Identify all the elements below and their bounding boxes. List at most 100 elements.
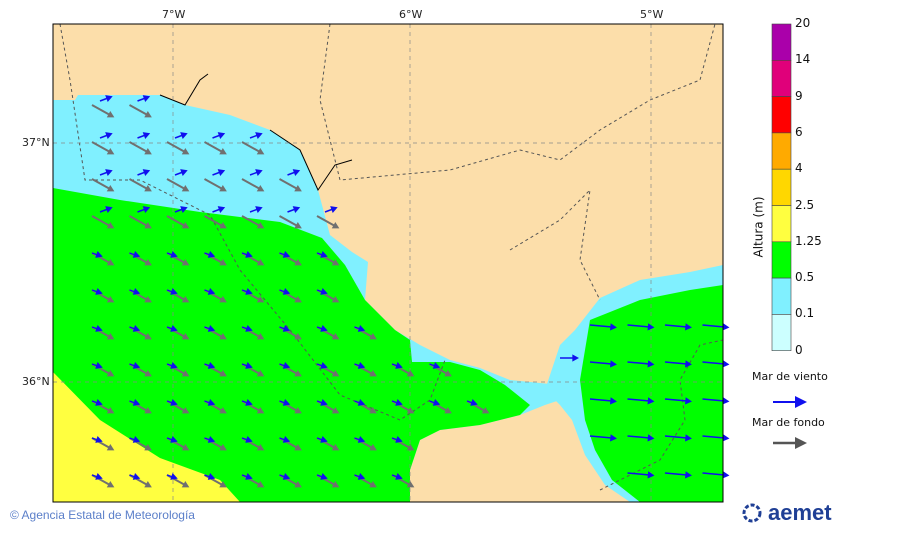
wind-sea-arrow bbox=[166, 251, 178, 258]
atlantic-sea-high bbox=[53, 372, 240, 502]
aemet-logo-icon bbox=[742, 503, 762, 523]
wind-sea-arrow bbox=[627, 434, 655, 442]
wind-sea-arrow bbox=[702, 360, 730, 368]
colorbar-segment bbox=[771, 314, 792, 351]
swell-arrow bbox=[129, 400, 152, 414]
swell-arrow bbox=[91, 289, 115, 303]
wind-sea-arrow bbox=[204, 436, 216, 443]
wind-sea-arrow bbox=[212, 206, 226, 213]
swell-arrow bbox=[391, 363, 415, 377]
swell-arrow bbox=[241, 437, 265, 451]
wind-sea-arrow bbox=[99, 132, 113, 139]
swell-arrow bbox=[204, 363, 227, 377]
wind-sea-arrow bbox=[166, 362, 178, 369]
swell-arrow bbox=[354, 437, 377, 451]
swell-arrow bbox=[166, 215, 190, 229]
swell-arrow bbox=[91, 252, 115, 266]
wind-sea-arrow bbox=[589, 360, 617, 368]
wind-sea-arrow bbox=[166, 399, 178, 406]
swell-arrow bbox=[166, 437, 190, 451]
swell-arrow bbox=[166, 400, 190, 414]
swell-arrow bbox=[391, 474, 415, 488]
colorbar-tick: 6 bbox=[795, 124, 803, 139]
wind-sea-arrow bbox=[91, 362, 103, 369]
swell-arrow bbox=[91, 363, 115, 377]
swell-arrow bbox=[204, 326, 227, 340]
swell-arrow bbox=[91, 215, 115, 229]
swell-arrow bbox=[91, 474, 115, 488]
wind-sea-arrow bbox=[316, 251, 328, 258]
wind-sea-arrow bbox=[589, 323, 617, 331]
swell-arrow bbox=[466, 400, 490, 414]
swell-arrow bbox=[279, 400, 302, 414]
wind-sea-arrow bbox=[664, 323, 692, 331]
wind-sea-arrow bbox=[91, 288, 103, 295]
swell-arrow bbox=[241, 326, 265, 340]
colorbar-segment bbox=[771, 132, 792, 170]
wind-sea-arrow bbox=[174, 206, 188, 213]
swell-arrow bbox=[279, 363, 302, 377]
wind-sea-arrow-icon bbox=[773, 396, 807, 408]
wind-sea-arrow bbox=[129, 251, 141, 258]
swell-arrow bbox=[204, 215, 227, 229]
wind-sea-arrow bbox=[249, 169, 263, 176]
swell-arrow bbox=[316, 289, 340, 303]
swell-arrow bbox=[204, 141, 227, 155]
swell-arrow bbox=[279, 437, 302, 451]
wind-sea-arrow bbox=[664, 434, 692, 442]
swell-arrow bbox=[279, 326, 302, 340]
wind-sea-arrow bbox=[204, 288, 216, 295]
swell-arrow bbox=[166, 178, 190, 192]
colorbar-title: Altura (m) bbox=[751, 196, 766, 258]
swell-arrow bbox=[166, 326, 190, 340]
wind-sea-arrow bbox=[287, 206, 301, 213]
wind-sea-arrow bbox=[391, 473, 403, 480]
swell-arrow bbox=[91, 178, 115, 192]
swell-arrow bbox=[129, 474, 152, 488]
wind-sea-arrow bbox=[166, 288, 178, 295]
swell-arrow bbox=[204, 289, 227, 303]
lat-label: 37°N bbox=[22, 136, 50, 149]
wind-sea-arrow bbox=[129, 436, 141, 443]
wind-sea-arrow bbox=[316, 288, 328, 295]
copyright: © Agencia Estatal de Meteorología bbox=[10, 508, 195, 522]
colorbar-segment bbox=[771, 59, 792, 97]
colorbar-segment bbox=[771, 277, 792, 315]
colorbar-tick: 4 bbox=[795, 161, 803, 176]
lon-label: 7°W bbox=[162, 8, 186, 21]
wind-sea-arrow bbox=[204, 362, 216, 369]
wind-sea-arrow bbox=[589, 434, 617, 442]
wind-sea-arrow bbox=[354, 325, 366, 332]
swell-arrow-icon bbox=[773, 437, 807, 449]
wind-sea-arrow bbox=[99, 206, 113, 213]
colorbar-tick: 0 bbox=[795, 342, 803, 357]
swell-arrow bbox=[129, 178, 152, 192]
colorbar-segment bbox=[771, 96, 792, 134]
wind-sea-arrow bbox=[212, 169, 226, 176]
swell-arrow bbox=[391, 400, 415, 414]
swell-arrow bbox=[354, 363, 377, 377]
copyright-text: Agencia Estatal de Meteorología bbox=[21, 508, 195, 522]
swell-arrow bbox=[316, 326, 340, 340]
wind-sea-arrow bbox=[627, 323, 655, 331]
swell-arrow bbox=[241, 400, 265, 414]
wind-sea-arrow bbox=[316, 399, 328, 406]
colorbar-segment bbox=[771, 168, 792, 206]
aemet-logo: aemet bbox=[768, 500, 832, 525]
wind-sea-arrow bbox=[627, 360, 655, 368]
swell-arrow bbox=[354, 326, 377, 340]
atlantic-sea-moderate bbox=[53, 188, 530, 502]
wind-sea-arrow bbox=[204, 251, 216, 258]
swell-arrow bbox=[129, 363, 152, 377]
wind-sea-arrow bbox=[241, 473, 253, 480]
lon-label: 5°W bbox=[640, 8, 664, 21]
wind-sea-arrow bbox=[91, 473, 103, 480]
wind-sea-arrow bbox=[249, 132, 263, 139]
swell-arrow bbox=[279, 252, 302, 266]
wind-sea-arrow bbox=[664, 471, 692, 479]
colorbar-tick: 1.25 bbox=[795, 233, 822, 248]
wind-sea-arrow bbox=[702, 471, 730, 479]
wind-sea-arrow bbox=[391, 436, 403, 443]
swell-arrow bbox=[279, 474, 302, 488]
